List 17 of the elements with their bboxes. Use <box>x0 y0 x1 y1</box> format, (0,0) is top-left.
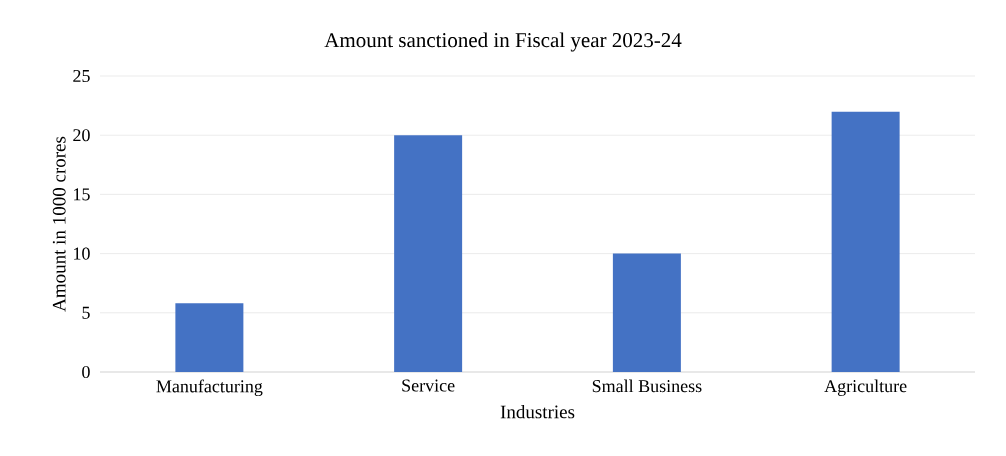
y-tick-label: 5 <box>82 306 90 319</box>
chart-title: Amount sanctioned in Fiscal year 2023-24 <box>324 32 682 52</box>
y-tick-label: 0 <box>82 365 90 379</box>
x-tick-label: Agriculture <box>824 379 907 396</box>
y-tick-label: 15 <box>74 188 90 201</box>
x-tick-label: Manufacturing <box>156 379 263 397</box>
x-axis-title: Industries <box>500 404 575 419</box>
y-axis-title: Amount in 1000 crores <box>52 136 66 312</box>
y-tick-label: 25 <box>73 69 90 83</box>
y-tick-label: 20 <box>73 129 90 142</box>
bar <box>831 111 900 372</box>
x-tick-label: Small Business <box>592 379 702 393</box>
x-tick-label: Service <box>402 379 455 392</box>
y-tick-label: 10 <box>74 247 90 260</box>
bar <box>612 253 681 372</box>
bar <box>394 135 463 372</box>
bar <box>175 303 244 372</box>
